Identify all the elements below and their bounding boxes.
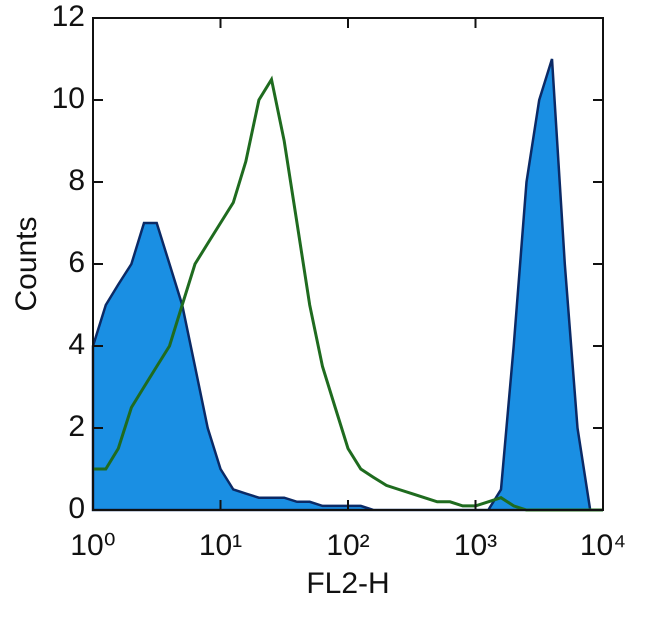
x-axis-label: FL2-H: [306, 567, 389, 600]
x-tick-label: 10²: [326, 529, 369, 562]
y-tick-label: 10: [52, 82, 85, 115]
x-tick-label: 10⁰: [70, 529, 115, 562]
y-tick-label: 4: [68, 328, 85, 361]
x-tick-label: 10¹: [199, 529, 242, 562]
y-tick-label: 2: [68, 410, 85, 443]
histogram-area: [91, 58, 603, 512]
x-tick-label: 10⁴: [580, 529, 626, 562]
histogram-line: [93, 75, 603, 512]
x-tick-label: 10³: [454, 529, 497, 562]
y-tick-label: 0: [68, 492, 85, 525]
y-tick-label: 12: [52, 0, 85, 33]
y-tick-label: 8: [68, 164, 85, 197]
y-tick-label: 6: [68, 246, 85, 279]
y-axis-label: Counts: [10, 216, 43, 311]
